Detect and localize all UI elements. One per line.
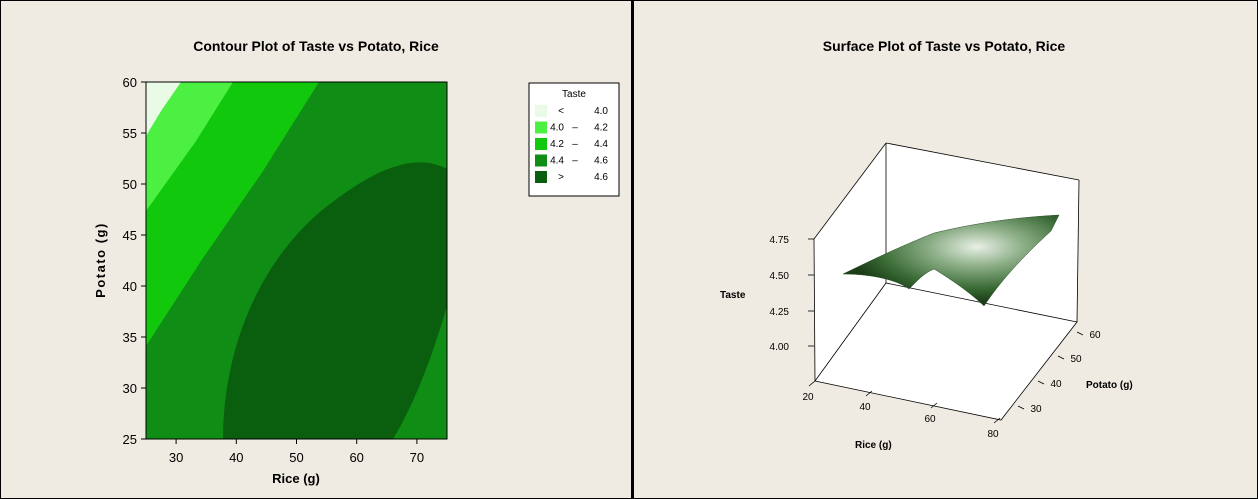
- contour-x-axis-label: Rice (g): [272, 471, 320, 486]
- x-tick-mark: [993, 417, 1001, 424]
- y-tick-label: 50: [123, 177, 137, 192]
- legend-range-low: >: [558, 172, 564, 183]
- legend-range-high: 4.2: [594, 123, 608, 134]
- y-tick-mark: [1076, 331, 1084, 336]
- y-tick-label: 25: [123, 432, 137, 447]
- contour-band-above-4.6: [223, 162, 447, 439]
- y-tick-label: 60: [123, 75, 137, 90]
- x-tick-label: 40: [229, 450, 243, 465]
- legend-swatch: [535, 105, 547, 117]
- legend-swatch: [535, 138, 547, 150]
- x-tick-label: 60: [349, 450, 363, 465]
- x-tick-label: 50: [289, 450, 303, 465]
- y-tick-label: 30: [123, 381, 137, 396]
- surface-plot-svg: Surface Plot of Taste vs Potato, Rice 4.…: [720, 38, 1133, 451]
- legend-range-low: 4.2: [550, 139, 564, 150]
- surface-z-axis: 4.00 4.25 4.50 4.75: [770, 235, 814, 353]
- surface-box: [813, 142, 1080, 421]
- x-tick-mark: [930, 402, 938, 409]
- response-surface: [842, 214, 1060, 307]
- contour-y-axis: 25 30 35 40 45 50 55 60: [123, 75, 146, 447]
- z-tick-label: 4.25: [770, 307, 790, 318]
- legend-dash: –: [572, 156, 578, 167]
- y-tick-label: 40: [1050, 379, 1062, 390]
- legend-range-low: 4.4: [550, 156, 564, 167]
- legend-range-low: <: [558, 106, 564, 117]
- y-tick-mark: [1057, 355, 1065, 360]
- y-tick-label: 45: [123, 228, 137, 243]
- surface-x-axis: 20 40 60 80: [802, 380, 1001, 440]
- y-tick-label: 35: [123, 330, 137, 345]
- legend-dash: –: [572, 123, 578, 134]
- contour-band-4.0-4.2: [146, 82, 233, 211]
- surface-y-axis: 30 40 50 60: [1017, 330, 1101, 415]
- legend-swatch: [535, 121, 547, 134]
- contour-x-axis: 30 40 50 60 70: [169, 439, 424, 465]
- contour-plot-svg: Contour Plot of Taste vs Potato, Rice 30…: [93, 38, 620, 486]
- surface-z-axis-label: Taste: [720, 290, 746, 301]
- legend-range-low: 4.0: [550, 123, 564, 134]
- contour-band-below-4.0: [146, 82, 181, 136]
- contour-plot-title: Contour Plot of Taste vs Potato, Rice: [193, 38, 439, 54]
- x-tick-mark: [808, 380, 816, 387]
- x-tick-label: 80: [987, 429, 999, 440]
- x-tick-mark: [865, 390, 873, 397]
- x-tick-label: 30: [169, 450, 183, 465]
- y-tick-mark: [1037, 380, 1045, 385]
- y-tick-label: 60: [1089, 330, 1101, 341]
- legend-range-high: 4.6: [594, 156, 608, 167]
- surface-x-axis-label: Rice (g): [855, 440, 892, 451]
- legend-title: Taste: [562, 89, 586, 100]
- legend-swatch: [535, 154, 547, 167]
- x-tick-label: 70: [410, 450, 424, 465]
- surface-plot-panel: Surface Plot of Taste vs Potato, Rice 4.…: [632, 0, 1258, 499]
- contour-plot-panel: Contour Plot of Taste vs Potato, Rice 30…: [0, 0, 632, 499]
- z-tick-label: 4.50: [770, 271, 790, 282]
- contour-legend: Taste <4.04.0–4.24.2–4.44.4–4.6> 4.6: [528, 82, 620, 197]
- legend-swatch: [535, 171, 547, 183]
- legend-range-high: 4.6: [594, 172, 608, 183]
- contour-y-axis-label: Potato (g): [93, 222, 108, 298]
- surface-y-axis-label: Potato (g): [1086, 380, 1133, 391]
- contour-regions: [146, 82, 447, 439]
- legend-dash: –: [572, 139, 578, 150]
- y-tick-mark: [1017, 405, 1025, 410]
- x-tick-label: 40: [859, 402, 871, 413]
- surface-plot-title: Surface Plot of Taste vs Potato, Rice: [823, 38, 1066, 54]
- y-tick-label: 40: [123, 279, 137, 294]
- legend-range-high: 4.4: [594, 139, 608, 150]
- legend-range-high: 4.0: [594, 106, 608, 117]
- z-tick-label: 4.75: [770, 235, 790, 246]
- y-tick-label: 30: [1030, 404, 1042, 415]
- x-tick-label: 20: [802, 392, 814, 403]
- y-tick-label: 55: [123, 126, 137, 141]
- z-tick-label: 4.00: [770, 342, 790, 353]
- y-tick-label: 50: [1070, 354, 1082, 365]
- x-tick-label: 60: [924, 414, 936, 425]
